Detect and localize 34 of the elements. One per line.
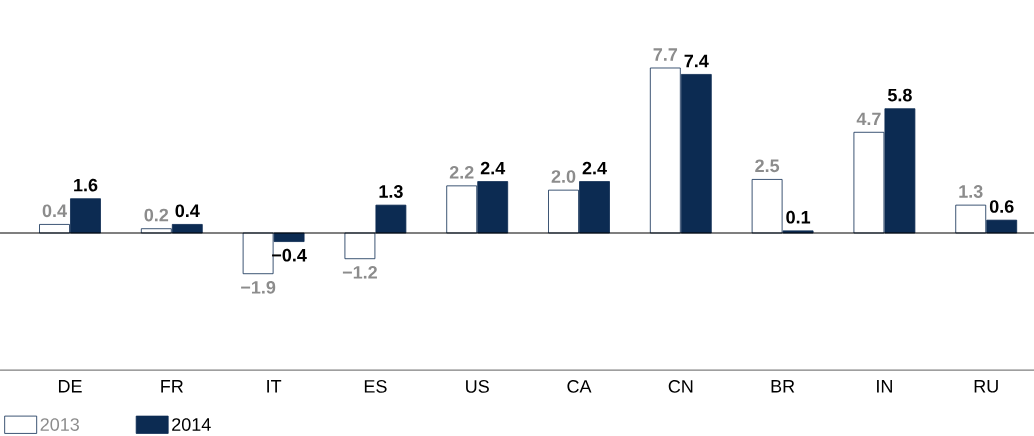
bar — [344, 232, 376, 260]
data-label: −1.9 — [241, 280, 276, 294]
data-label: −0.4 — [272, 248, 307, 262]
data-label: 1.3 — [379, 185, 403, 198]
x-tick-label: BR — [771, 380, 795, 393]
x-tick-label: ES — [364, 380, 387, 393]
legend-label: 2014 — [172, 418, 211, 431]
legend-label: 2013 — [40, 418, 79, 431]
data-label: 1.6 — [74, 178, 98, 192]
data-label: 7.7 — [653, 48, 678, 61]
data-label: 2.4 — [480, 161, 506, 175]
data-label: 4.7 — [856, 112, 881, 126]
data-label: 0.2 — [144, 208, 169, 222]
data-label: 0.1 — [786, 210, 811, 224]
data-label: 2.2 — [449, 166, 474, 179]
data-label: 5.8 — [887, 88, 912, 102]
data-label: 0.4 — [175, 204, 200, 218]
data-label: 2.0 — [551, 170, 576, 183]
x-tick-label: RU — [974, 380, 998, 393]
x-tick-label: IT — [267, 380, 282, 393]
x-tick-label: IN — [877, 380, 892, 393]
data-label: 7.4 — [684, 54, 709, 68]
data-label: −1.2 — [342, 265, 377, 279]
data-label: 2.5 — [755, 159, 780, 173]
data-label: 0.4 — [42, 204, 67, 218]
data-label: 2.4 — [582, 161, 607, 175]
x-tick-label: CA — [567, 380, 592, 393]
x-tick-label: US — [466, 380, 489, 393]
bar — [375, 204, 407, 234]
data-label: 0.6 — [989, 200, 1014, 213]
x-tick-label: FR — [161, 380, 183, 393]
data-label: 1.3 — [959, 185, 983, 198]
x-tick-label: DE — [58, 380, 82, 393]
x-tick-label: CN — [668, 380, 693, 393]
